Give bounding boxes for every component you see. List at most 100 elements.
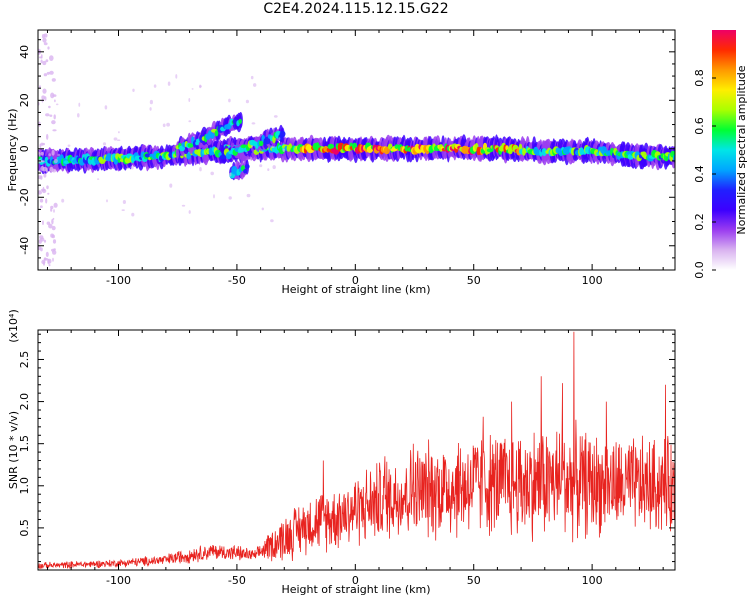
spectrogram-noise (162, 123, 166, 128)
spectrogram-noise (48, 223, 53, 229)
spectrogram-noise (78, 102, 81, 107)
spectrogram-noise (259, 164, 263, 168)
spectrogram-axes-frame (37, 29, 676, 271)
colorbar-tick-label: 0.6 (693, 117, 706, 135)
spectrogram-noise (213, 194, 215, 199)
snr-series-line (38, 331, 675, 570)
spectrogram-noise (282, 148, 286, 152)
colorbar-gradient (712, 30, 736, 270)
snr-xlabel: Height of straight line (km) (281, 583, 430, 596)
spectrogram-noise (272, 165, 276, 170)
spectrogram-cell (99, 158, 106, 165)
colorbar-tick-label: 0.0 (693, 261, 706, 279)
spectrogram-noise (192, 135, 195, 138)
spectrogram-ytick-label: -20 (18, 188, 31, 206)
snr-ticks: -100 -50 0 50 100 0.5 1.0 1.5 2.0 2.5 (18, 330, 675, 587)
spectrogram-noise (51, 120, 56, 125)
spectrogram-noise (50, 92, 55, 99)
snr-axes-frame (37, 329, 676, 571)
spectrogram-noise (57, 153, 61, 157)
spectrogram-noise (51, 218, 54, 225)
snr-yscale-label: (x10⁴) (7, 309, 20, 343)
spectrogram-noise (250, 157, 253, 161)
spectrogram-ytick-label: 40 (18, 45, 31, 59)
spectrogram-noise (49, 70, 54, 75)
snr-ylabel: SNR (10 * v/v) (7, 411, 20, 489)
spectrogram-cell (187, 143, 194, 148)
snr-ytick-label: 2.0 (18, 393, 31, 411)
spectrogram-noise (175, 74, 178, 79)
colorbar-ticks: 0.0 0.2 0.4 0.6 0.8 (693, 69, 716, 279)
spectrogram-noise (47, 258, 50, 265)
spectrogram-noise (48, 264, 51, 267)
spectrogram-noise (45, 59, 49, 63)
snr-xtick-label: 100 (582, 574, 603, 587)
spectrogram-noise (41, 188, 46, 192)
spectrogram-noise (45, 198, 48, 204)
spectrogram-noise (261, 207, 264, 211)
spectrogram-noise (118, 131, 120, 134)
spectrogram-noise (40, 59, 43, 64)
snr-xtick-label: -50 (228, 574, 246, 587)
spectrogram-noise (250, 75, 254, 80)
colorbar-label: Normalized spectral amplitude (735, 65, 748, 234)
spectrogram-noise (246, 152, 248, 154)
spectrogram-cell (195, 141, 200, 146)
spectrogram-noise (43, 42, 48, 46)
spectrogram-cell (486, 148, 494, 153)
spectrogram-ytick-label: -40 (18, 237, 31, 255)
spectrogram-cell (243, 169, 248, 174)
colorbar: 0.0 0.2 0.4 0.6 0.8 Normalized spectral ampl… (693, 30, 748, 279)
spectrogram-noise (131, 212, 135, 217)
spectrogram-noise (48, 105, 51, 109)
spectrogram-cell (244, 164, 250, 169)
spectrogram-noise (40, 160, 45, 163)
spectrogram-noise (43, 73, 48, 77)
spectrogram-noise (130, 165, 134, 170)
spectrogram-noise (49, 55, 54, 61)
spectrogram-noise (246, 193, 251, 198)
spectrogram-noise (46, 71, 50, 75)
spectrogram-noise (77, 113, 80, 118)
spectrogram-noise (191, 88, 194, 90)
spectrogram-noise (97, 178, 100, 181)
spectrogram-noise (278, 137, 281, 141)
spectrogram-noise (43, 257, 47, 261)
spectrogram-noise (42, 220, 44, 225)
spectrogram-cell (214, 130, 219, 137)
spectrogram-noise (39, 143, 42, 148)
spectrogram-noise (51, 149, 55, 156)
spectrogram-xtick-label: 50 (467, 274, 481, 287)
spectrogram-cell (327, 143, 335, 150)
spectrogram-xtick-label: 0 (352, 274, 359, 287)
spectrogram-ticks: -100 -50 0 50 100 -40 -20 0 20 40 (18, 30, 675, 287)
spectrogram-noise (42, 142, 45, 146)
spectrogram-noise (39, 198, 44, 203)
spectrogram-noise (38, 175, 42, 180)
spectrogram-xtick-label: -50 (228, 274, 246, 287)
snr-ytick-label: 1.0 (18, 477, 31, 495)
spectrogram-noise (251, 122, 256, 125)
spectrogram-noise (39, 85, 41, 89)
spectrogram-noise (55, 103, 59, 106)
spectrogram-ytick-label: 0 (18, 145, 31, 152)
spectrogram-noise (40, 151, 44, 156)
spectrogram-noise (42, 88, 47, 94)
spectrogram-noise (51, 248, 55, 252)
spectrogram-noise (45, 251, 49, 257)
spectrogram-ytick-label: 20 (18, 93, 31, 107)
spectrogram-noise (253, 83, 257, 87)
spectrogram-noise (52, 239, 57, 244)
spectrogram-noise (166, 122, 171, 127)
spectrogram-noise (47, 46, 50, 50)
spectrogram-noise (38, 152, 41, 157)
spectrogram-noise (41, 34, 45, 39)
spectrogram-noise (181, 204, 186, 207)
spectrogram-noise (51, 78, 56, 82)
spectrogram-noise (38, 245, 41, 251)
spectrogram-noise (188, 210, 191, 214)
spectrogram-noise (42, 166, 47, 172)
spectrogram-ylabel: Frequency (Hz) (6, 109, 19, 192)
spectrogram-noise (53, 158, 58, 164)
